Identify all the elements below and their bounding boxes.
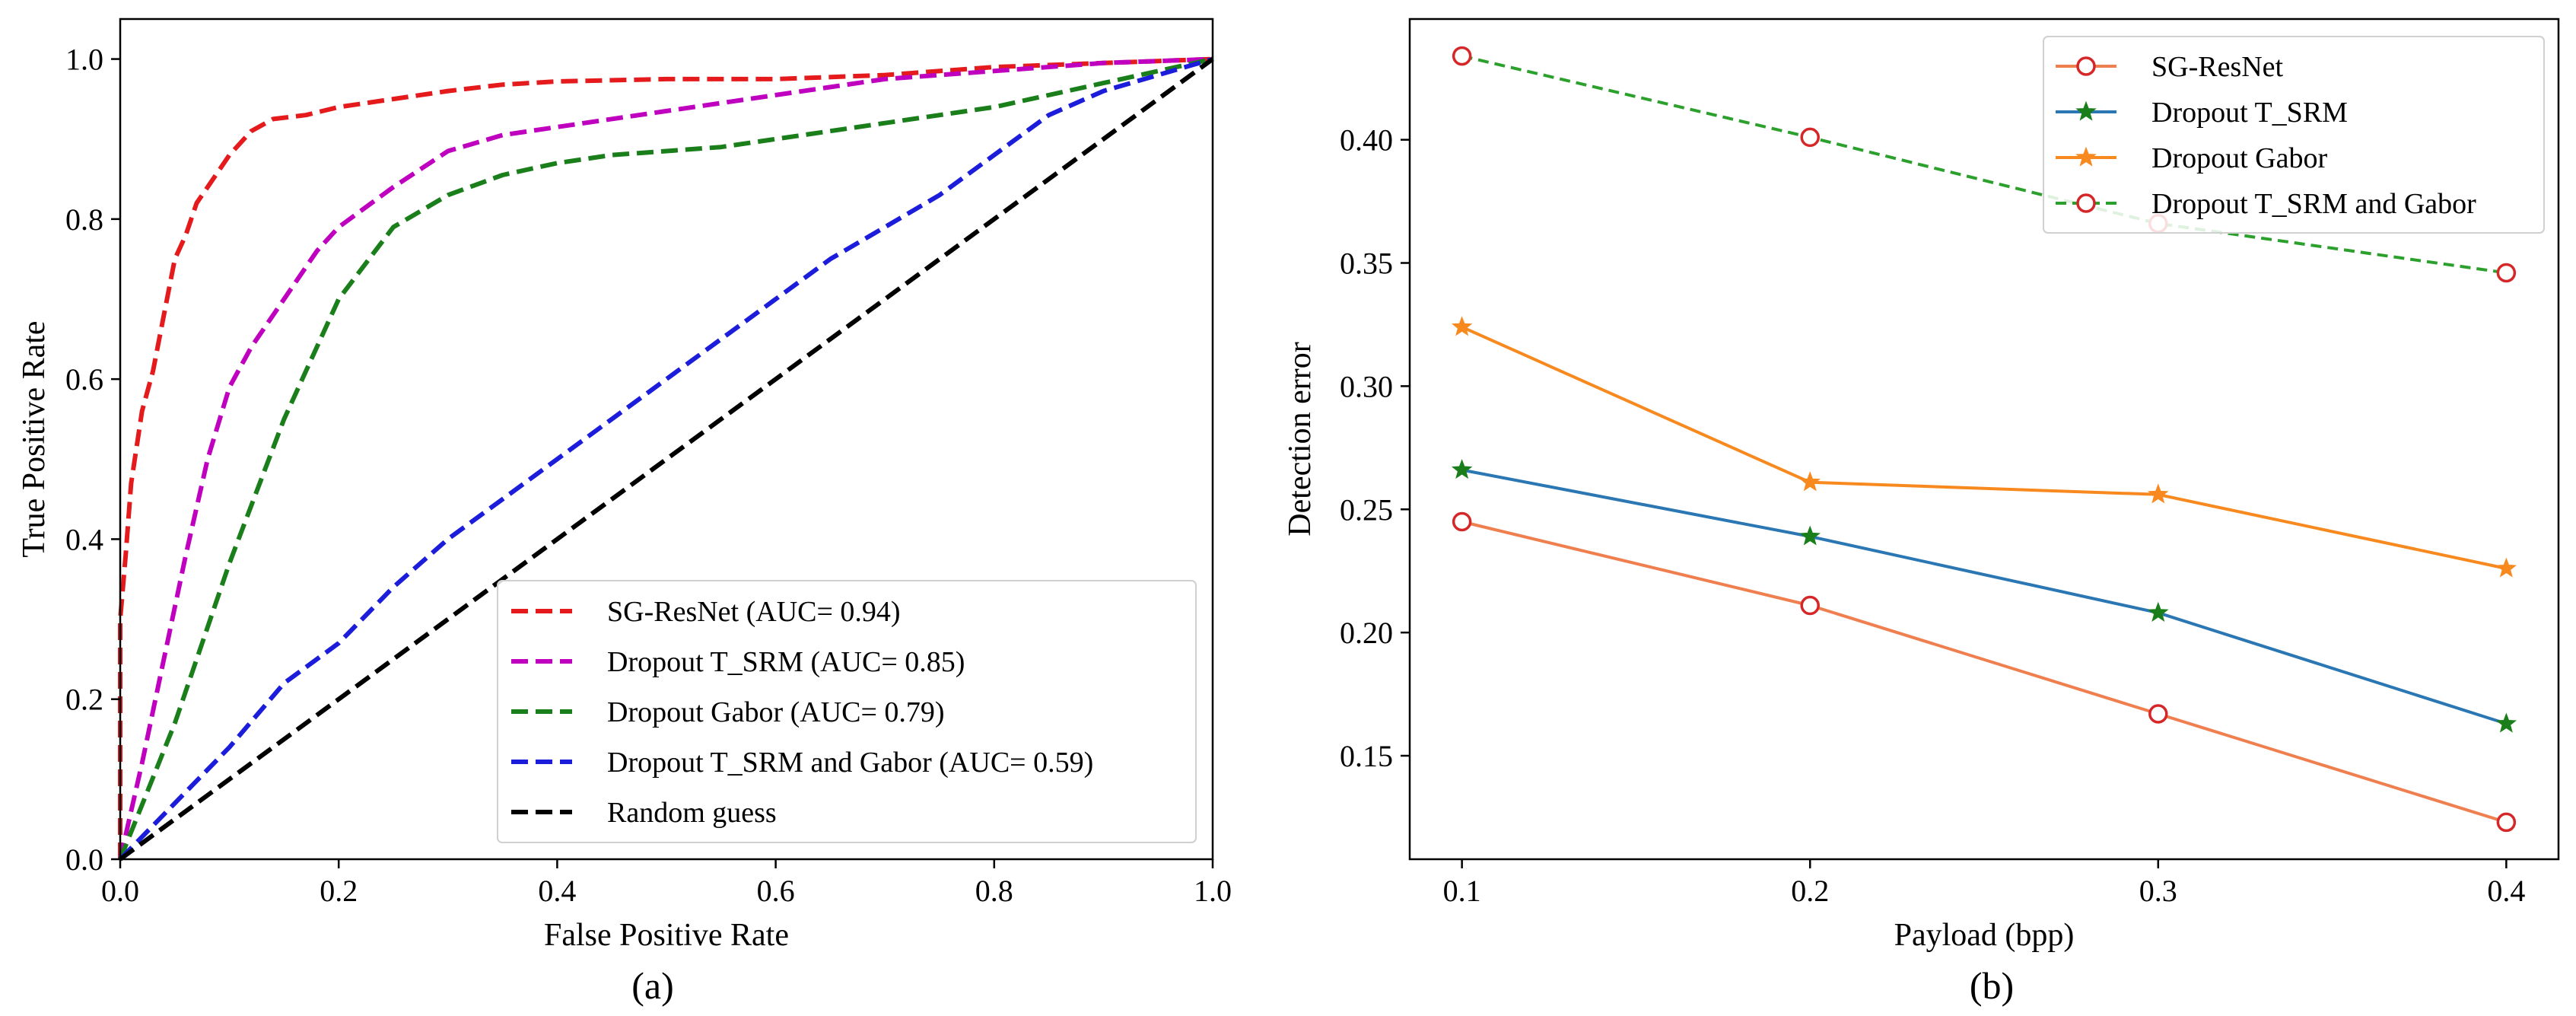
roc-y-axis-label: True Positive Rate	[17, 320, 52, 557]
detection-error-point	[1451, 459, 1473, 479]
roc-y-tick-label: 0.0	[65, 842, 103, 877]
detection-error-point	[2496, 812, 2517, 833]
detection-error-lines	[1451, 46, 2517, 833]
detection-error-x-tick-label: 0.3	[2139, 874, 2177, 908]
detection-error-point	[1800, 595, 1820, 616]
detection-error-x-ticks: 0.1 0.2 0.3 0.4	[1443, 859, 2525, 908]
detection-error-legend-label: Dropout Gabor	[2151, 142, 2327, 174]
roc-y-tick-label: 0.8	[65, 202, 103, 237]
detection-error-point	[1451, 316, 1473, 336]
detection-error-legend-label: SG-ResNet	[2151, 51, 2284, 83]
panel-a-caption: (a)	[631, 964, 674, 1007]
detection-error-point	[1799, 525, 1821, 546]
roc-legend-label: Dropout Gabor (AUC= 0.79)	[607, 696, 945, 728]
detection-error-line-0	[1461, 520, 2507, 824]
detection-error-legend-marker	[2075, 100, 2097, 121]
roc-legend-box	[497, 580, 1197, 843]
detection-error-x-axis-label: Payload (bpp)	[1894, 918, 2075, 953]
detection-error-point	[2496, 263, 2517, 283]
detection-error-y-axis-label: Detection error	[1283, 342, 1318, 536]
roc-x-tick-label: 0.0	[101, 874, 139, 908]
detection-error-legend: SG-ResNet Dropout T_SRM Dropout Gabor Dropo…	[2043, 36, 2545, 234]
detection-error-point	[2148, 601, 2169, 622]
roc-curve-0	[118, 56, 1213, 859]
detection-error-line-1	[1461, 468, 2508, 725]
detection-error-point	[1452, 511, 1472, 532]
detection-error-line-3	[1461, 54, 2507, 275]
detection-error-legend-marker	[2076, 56, 2096, 76]
roc-panel: 0.0 0.2 0.4 0.6 0.8 1.0 0.0 0.2 0.4 0.6 0.8 1.0 Fa…	[17, 18, 1232, 1007]
roc-legend-label: SG-ResNet (AUC= 0.94)	[607, 596, 901, 628]
detection-error-x-tick-label: 0.2	[1791, 874, 1829, 908]
roc-x-tick-label: 0.2	[320, 874, 358, 908]
roc-curve-2	[118, 56, 1213, 861]
detection-error-legend-box	[2043, 36, 2545, 234]
detection-error-line-2	[1461, 325, 2507, 570]
roc-curves	[118, 56, 1214, 862]
roc-x-tick-label: 0.4	[538, 874, 576, 908]
detection-error-y-tick-label: 0.20	[1340, 616, 1393, 650]
roc-y-tick-label: 1.0	[65, 43, 103, 77]
roc-axes-frame	[119, 18, 1214, 861]
detection-error-y-tick-label: 0.35	[1340, 247, 1393, 281]
detection-error-y-tick-label: 0.25	[1340, 492, 1393, 527]
roc-legend-label: Random guess	[607, 797, 777, 829]
detection-error-y-ticks: 0.15 0.20 0.25 0.30 0.35 0.40	[1340, 123, 1410, 773]
detection-error-point	[1799, 471, 1821, 492]
roc-x-tick-label: 0.6	[757, 874, 795, 908]
roc-x-tick-label: 1.0	[1194, 874, 1232, 908]
roc-y-tick-label: 0.6	[65, 362, 103, 397]
detection-error-y-tick-label: 0.15	[1340, 739, 1393, 773]
detection-error-legend-marker	[2076, 193, 2096, 213]
roc-curve-1	[118, 56, 1213, 860]
detection-error-x-tick-label: 0.4	[2487, 874, 2525, 908]
roc-x-tick-label: 0.8	[975, 874, 1013, 908]
detection-error-legend-marker	[2075, 146, 2097, 167]
panel-b-caption: (b)	[1970, 964, 2014, 1007]
roc-curve-3	[118, 56, 1213, 862]
detection-error-point	[2495, 712, 2517, 733]
roc-x-ticks: 0.0 0.2 0.4 0.6 0.8 1.0	[101, 859, 1232, 908]
detection-error-point	[2495, 557, 2517, 578]
detection-error-x-tick-label: 0.1	[1443, 874, 1481, 908]
roc-curve-4	[119, 57, 1214, 862]
roc-y-tick-label: 0.2	[65, 683, 103, 717]
detection-error-point	[1452, 46, 1472, 66]
roc-legend-label: Dropout T_SRM and Gabor (AUC= 0.59)	[607, 747, 1093, 779]
detection-error-point	[2148, 704, 2168, 724]
detection-error-legend-label: Dropout T_SRM	[2151, 97, 2348, 129]
detection-error-axes-frame	[1408, 18, 2560, 861]
roc-legend-label: Dropout T_SRM (AUC= 0.85)	[607, 646, 965, 678]
roc-y-tick-label: 0.4	[65, 522, 103, 556]
detection-error-legend-label: Dropout T_SRM and Gabor	[2151, 188, 2476, 220]
roc-x-axis-label: False Positive Rate	[544, 918, 789, 953]
detection-error-point	[1800, 127, 1820, 148]
detection-error-y-tick-label: 0.30	[1340, 369, 1393, 403]
detection-error-y-tick-label: 0.40	[1340, 123, 1393, 158]
detection-error-panel: 0.1 0.2 0.3 0.4 0.15 0.20 0.25 0.30 0.35 0.40 Pa…	[1283, 18, 2560, 1007]
detection-error-point	[2148, 483, 2169, 504]
roc-legend: SG-ResNet (AUC= 0.94) Dropout T_SRM (AUC=…	[497, 580, 1197, 843]
roc-y-ticks: 0.0 0.2 0.4 0.6 0.8 1.0	[65, 43, 120, 877]
